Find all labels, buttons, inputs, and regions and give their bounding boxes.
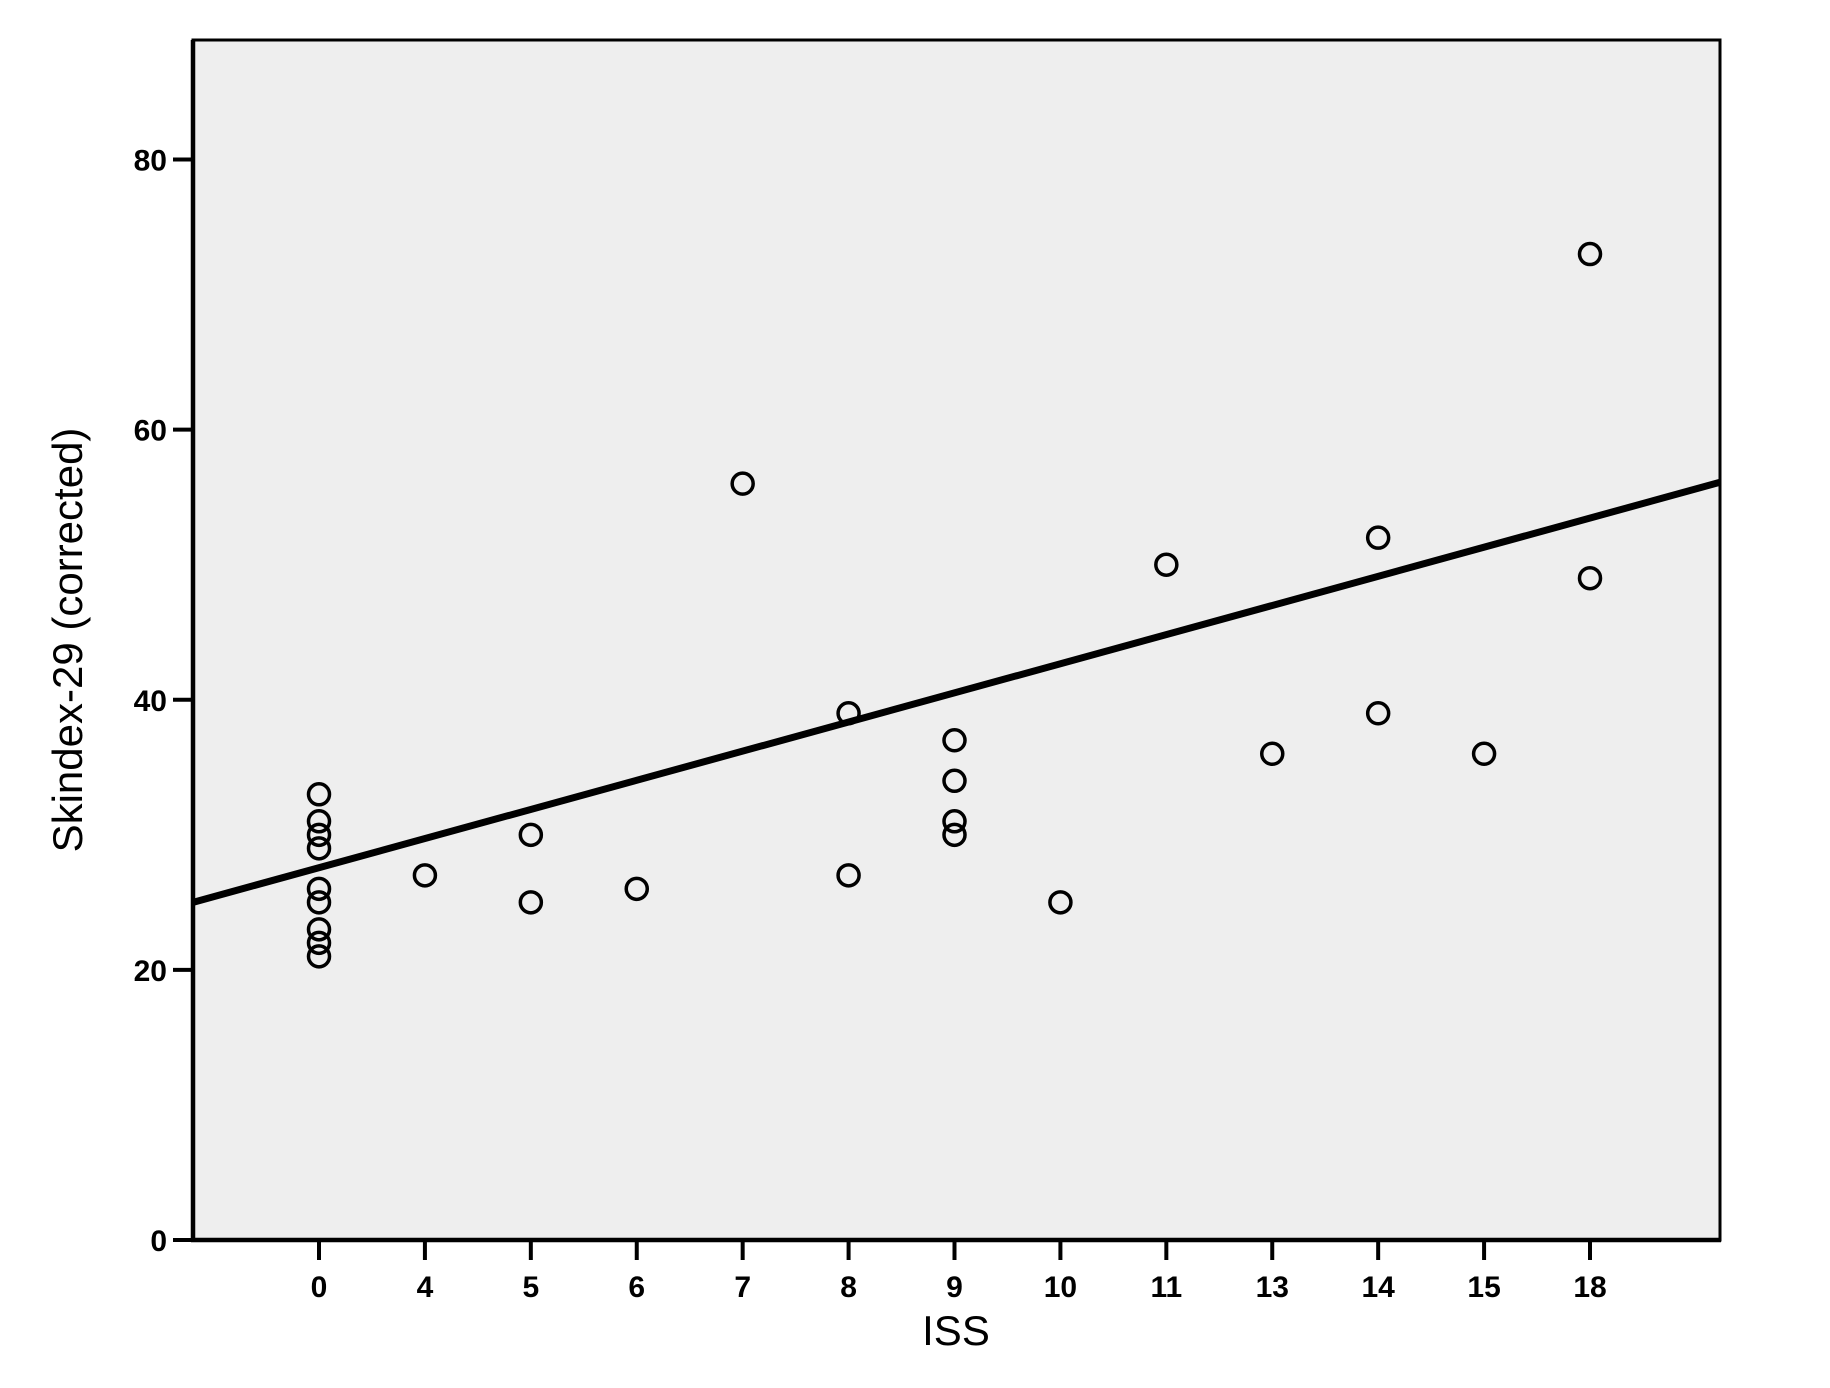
data-point bbox=[412, 863, 438, 888]
x-tick-label: 5 bbox=[522, 1271, 539, 1304]
data-point bbox=[730, 471, 755, 496]
y-axis-title: Skindex-29 (corrected) bbox=[44, 428, 91, 853]
data-point bbox=[624, 876, 649, 902]
plot-area bbox=[191, 38, 1722, 1242]
x-tick-label: 13 bbox=[1256, 1271, 1289, 1304]
data-point bbox=[1577, 241, 1603, 267]
data-point bbox=[836, 863, 861, 888]
data-point bbox=[1365, 701, 1391, 726]
data-point bbox=[1365, 525, 1391, 550]
data-point bbox=[518, 822, 544, 848]
x-tick-label: 10 bbox=[1044, 1271, 1077, 1304]
x-tick-label: 18 bbox=[1573, 1271, 1606, 1304]
data-point bbox=[306, 944, 332, 969]
x-tick-label: 11 bbox=[1150, 1271, 1182, 1304]
data-point bbox=[518, 890, 544, 915]
data-point bbox=[1260, 741, 1285, 767]
y-tick-label: 80 bbox=[134, 145, 167, 178]
data-point bbox=[306, 822, 332, 848]
x-tick-label: 8 bbox=[840, 1271, 857, 1304]
data-point bbox=[942, 809, 967, 834]
data-point bbox=[306, 876, 332, 902]
data-point bbox=[306, 809, 332, 834]
x-tick-label: 7 bbox=[734, 1271, 751, 1304]
data-point bbox=[306, 917, 332, 942]
data-point bbox=[942, 768, 967, 794]
y-tick-label: 0 bbox=[150, 1225, 167, 1258]
x-tick-label: 14 bbox=[1361, 1271, 1395, 1304]
data-point bbox=[306, 890, 332, 915]
y-tick-label: 20 bbox=[134, 955, 167, 988]
x-tick-label: 4 bbox=[417, 1271, 434, 1304]
x-tick-label: 9 bbox=[946, 1271, 963, 1304]
chart-generated-layer: 0 20 40 60 80 0 4 5 6 7 8 9 10 11 13 14 15 18 bbox=[134, 38, 1722, 1304]
data-point bbox=[942, 728, 967, 753]
data-point bbox=[306, 836, 332, 861]
y-tick-label: 60 bbox=[134, 415, 167, 448]
x-axis-title: ISS bbox=[922, 1307, 990, 1354]
data-point bbox=[942, 822, 967, 848]
data-point bbox=[1471, 741, 1497, 767]
x-tick-label: 0 bbox=[311, 1271, 328, 1304]
x-tick-label: 6 bbox=[628, 1271, 645, 1304]
fit-line bbox=[192, 478, 1721, 906]
data-point bbox=[1154, 552, 1179, 577]
x-tick-label: 15 bbox=[1467, 1271, 1500, 1304]
data-point bbox=[306, 930, 332, 956]
data-point bbox=[1048, 890, 1073, 915]
data-point bbox=[306, 782, 332, 807]
y-tick-label: 40 bbox=[134, 685, 167, 718]
data-point bbox=[1577, 565, 1603, 591]
